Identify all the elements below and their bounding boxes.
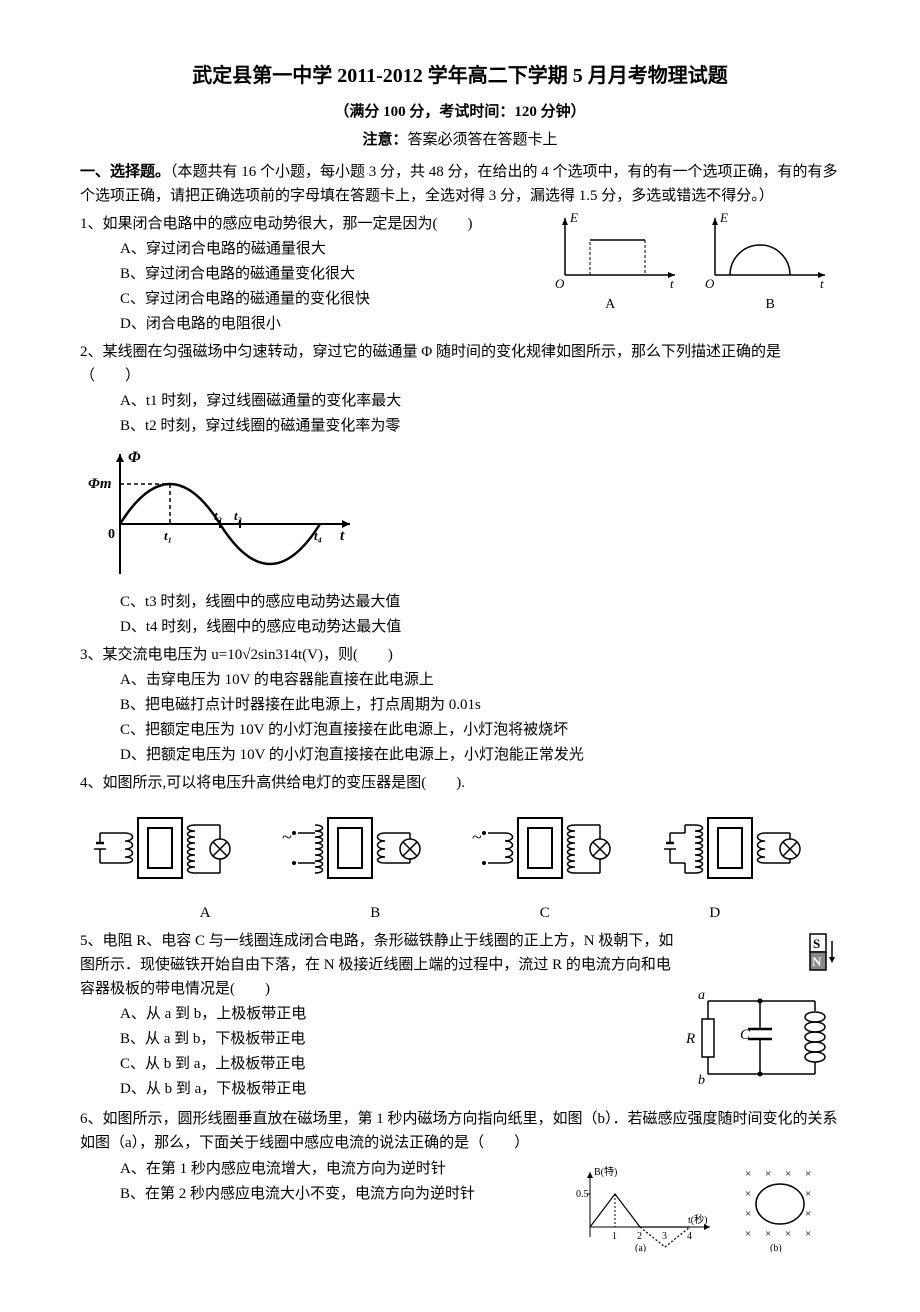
- q3-opt-c: C、把额定电压为 10V 的小灯泡直接接在此电源上，小灯泡将被烧坏: [120, 718, 840, 742]
- q2-opt-a: A、t1 时刻，穿过线圈磁通量的变化率最大: [120, 389, 840, 413]
- q4-labels: A B C D: [80, 901, 840, 925]
- q5: 5、电阻 R、电容 C 与一线圈连成闭合电路，条形磁铁静止于线圈的正上方，N 极…: [80, 929, 840, 1101]
- q5-opt-a: A、从 a 到 b，上极板带正电: [120, 1002, 840, 1026]
- q1-opt-d: D、闭合电路的电阻很小: [120, 312, 840, 336]
- svg-text:×: ×: [805, 1188, 811, 1200]
- phi-graph: Φ t 0 Φm t₁ t₂ t₃ t₄: [80, 444, 840, 584]
- q4-label-d: D: [709, 901, 720, 925]
- q5-stem: 5、电阻 R、电容 C 与一线圈连成闭合电路，条形磁铁静止于线圈的正上方，N 极…: [80, 929, 840, 1001]
- q5-opt-b: B、从 a 到 b，下极板带正电: [120, 1027, 840, 1051]
- q1-opt-b: B、穿过闭合电路的磁通量变化很大: [120, 262, 840, 286]
- svg-text:0: 0: [108, 527, 115, 542]
- q3-opt-d: D、把额定电压为 10V 的小灯泡直接接在此电源上，小灯泡能正常发光: [120, 743, 840, 767]
- notice-label: 注意：: [362, 132, 407, 148]
- q4-label-b: B: [370, 901, 380, 925]
- q2: 2、某线圈在匀强磁场中匀速转动，穿过它的磁通量 Φ 随时间的变化规律如图所示，那…: [80, 340, 840, 438]
- q3-stem: 3、某交流电电压为 u=10√2sin314t(V)，则( ): [80, 643, 840, 667]
- svg-text:1: 1: [612, 1231, 617, 1242]
- svg-text:×: ×: [785, 1228, 791, 1240]
- svg-text:t(秒): t(秒): [688, 1213, 707, 1226]
- svg-text:×: ×: [765, 1168, 771, 1180]
- q5-opt-d: D、从 b 到 a，下极板带正电: [120, 1077, 840, 1101]
- q2-opt-b: B、t2 时刻，穿过线圈的磁通量变化率为零: [120, 414, 840, 438]
- q3-opt-b: B、把电磁打点计时器接在此电源上，打点周期为 0.01s: [120, 693, 840, 717]
- svg-text:×: ×: [765, 1228, 771, 1240]
- q2-stem: 2、某线圈在匀强磁场中匀速转动，穿过它的磁通量 Φ 随时间的变化规律如图所示，那…: [80, 340, 840, 388]
- q6: 6、如图所示，圆形线圈垂直放在磁场里，第 1 秒内磁场方向指向纸里，如图（b）．…: [80, 1107, 840, 1155]
- svg-text:×: ×: [745, 1208, 751, 1220]
- q6-figure: B(特) t(秒) 0.5 1 2 3 4 (a) × × × × × × × × × × ×…: [570, 1157, 840, 1252]
- notice-text: 答案必须答在答题卡上: [408, 132, 558, 148]
- svg-text:t₁: t₁: [164, 528, 172, 543]
- q4-label-a: A: [200, 901, 211, 925]
- q4: 4、如图所示,可以将电压升高供给电灯的变压器是图( ).: [80, 771, 840, 795]
- section-1-desc: 一、选择题。（本题共有 16 个小题，每小题 3 分，共 48 分，在给出的 4…: [80, 160, 840, 208]
- svg-text:3: 3: [662, 1231, 667, 1242]
- svg-text:×: ×: [805, 1168, 811, 1180]
- svg-text:(b): (b): [770, 1243, 782, 1252]
- svg-text:~: ~: [282, 827, 292, 847]
- svg-text:(a): (a): [635, 1243, 646, 1252]
- transformer-figs: ~ ~: [80, 803, 840, 893]
- q3-opt-a: A、击穿电压为 10V 的电容器能直接在此电源上: [120, 668, 840, 692]
- svg-text:×: ×: [745, 1188, 751, 1200]
- svg-text:t₄: t₄: [314, 528, 322, 543]
- q1: 1、如果闭合电路中的感应电动势很大，那一定是因为( ) A、穿过闭合电路的磁通量…: [80, 212, 840, 336]
- q3: 3、某交流电电压为 u=10√2sin314t(V)，则( ) A、击穿电压为 …: [80, 643, 840, 767]
- svg-text:4: 4: [687, 1231, 692, 1242]
- exam-meta: （满分 100 分，考试时间：120 分钟）: [80, 100, 840, 124]
- page-title: 武定县第一中学 2011-2012 学年高二下学期 5 月月考物理试题: [80, 60, 840, 92]
- svg-text:Φm: Φm: [88, 476, 112, 492]
- q1-opt-c: C、穿过闭合电路的磁通量的变化很快: [120, 287, 840, 311]
- svg-text:×: ×: [745, 1228, 751, 1240]
- q4-stem: 4、如图所示,可以将电压升高供给电灯的变压器是图( ).: [80, 771, 840, 795]
- svg-text:~: ~: [472, 827, 482, 847]
- svg-text:0.5: 0.5: [576, 1189, 589, 1200]
- svg-text:×: ×: [805, 1228, 811, 1240]
- section-1-head: 一、选择题。: [80, 164, 170, 180]
- q6-stem: 6、如图所示，圆形线圈垂直放在磁场里，第 1 秒内磁场方向指向纸里，如图（b）．…: [80, 1107, 840, 1155]
- transformer-c: ~: [470, 803, 640, 893]
- svg-text:B(特): B(特): [594, 1166, 617, 1178]
- section-1-body: （本题共有 16 个小题，每小题 3 分，共 48 分，在给出的 4 个选项中，…: [80, 164, 838, 204]
- transformer-d: [660, 803, 830, 893]
- q4-label-c: C: [540, 901, 550, 925]
- q5-opt-c: C、从 b 到 a，上极板带正电: [120, 1052, 840, 1076]
- q1-opt-a: A、穿过闭合电路的磁通量很大: [120, 237, 840, 261]
- q1-stem: 1、如果闭合电路中的感应电动势很大，那一定是因为( ): [80, 212, 840, 236]
- q2-opts-cd: C、t3 时刻，线圈中的感应电动势达最大值 D、t4 时刻，线圈中的感应电动势达…: [80, 590, 840, 639]
- svg-text:×: ×: [805, 1208, 811, 1220]
- svg-text:2: 2: [637, 1231, 642, 1242]
- svg-text:×: ×: [745, 1168, 751, 1180]
- q2-opt-d: D、t4 时刻，线圈中的感应电动势达最大值: [120, 615, 840, 639]
- notice: 注意：答案必须答在答题卡上: [80, 128, 840, 152]
- svg-text:Φ: Φ: [128, 449, 141, 466]
- svg-text:t: t: [340, 528, 345, 544]
- svg-text:×: ×: [785, 1168, 791, 1180]
- transformer-b: ~: [280, 803, 450, 893]
- q2-opt-c: C、t3 时刻，线圈中的感应电动势达最大值: [120, 590, 840, 614]
- transformer-a: [90, 803, 260, 893]
